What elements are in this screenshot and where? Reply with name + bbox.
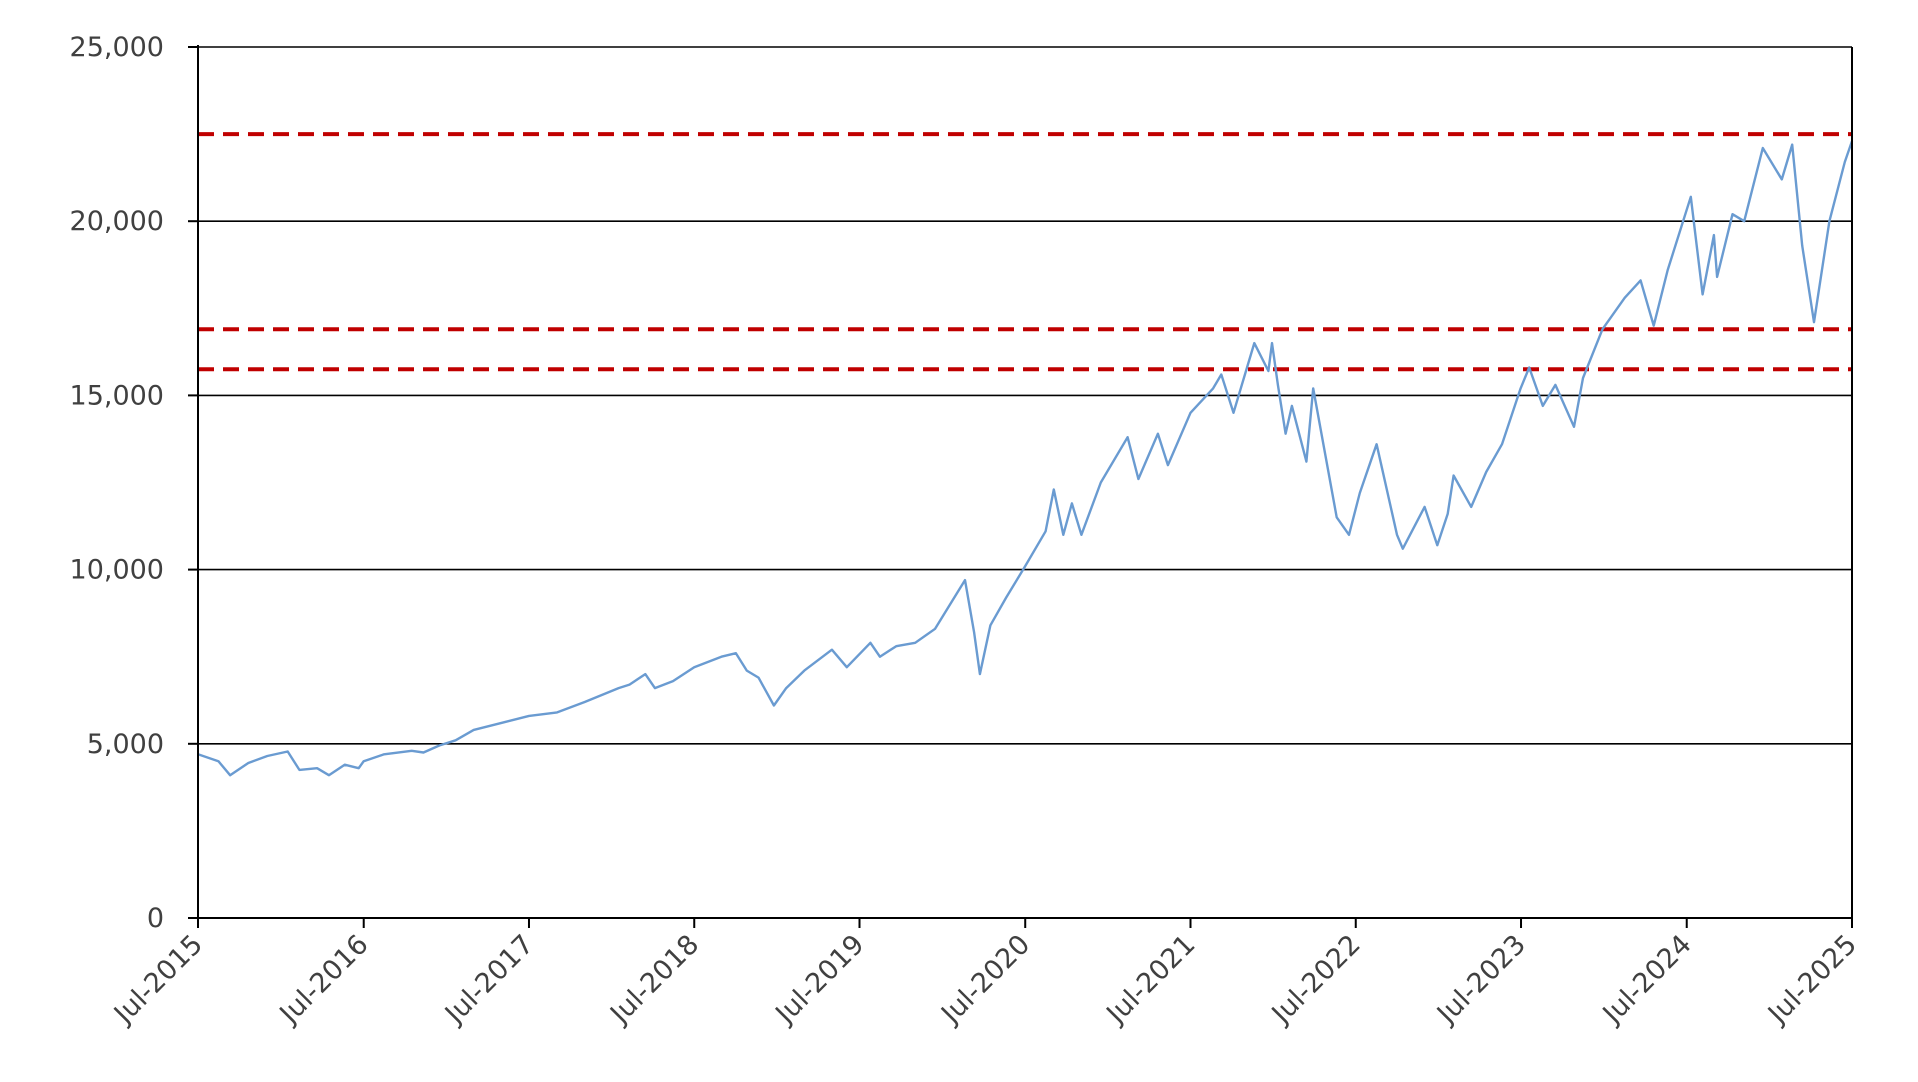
x-tick-label-10: Jul-2025 <box>1761 929 1863 1031</box>
x-tick-label-4: Jul-2019 <box>769 929 871 1031</box>
series-layer <box>197 140 1854 777</box>
reference-lines <box>198 132 1852 372</box>
x-tick-label-0: Jul-2015 <box>107 929 209 1031</box>
x-tick-label-6: Jul-2021 <box>1100 929 1202 1031</box>
tick-labels: 0 5,000 10,000 15,000 20,000 25,000 Jul-2015 Ju… <box>70 32 1863 1031</box>
x-tick-label-7: Jul-2022 <box>1265 929 1367 1031</box>
axis-layer <box>188 45 1853 928</box>
x-tick-label-5: Jul-2020 <box>934 929 1036 1031</box>
x-tick-label-9: Jul-2024 <box>1596 929 1698 1031</box>
series-line-0 <box>197 140 1854 777</box>
y-tick-label-1: 5,000 <box>87 729 164 760</box>
x-tick-label-8: Jul-2023 <box>1430 929 1532 1031</box>
y-tick-label-5: 25,000 <box>70 32 164 63</box>
x-tick-label-1: Jul-2016 <box>273 929 375 1031</box>
grid-layer <box>198 46 1852 745</box>
y-tick-label-0: 0 <box>147 903 164 934</box>
y-tick-label-2: 10,000 <box>70 555 164 586</box>
y-tick-label-4: 20,000 <box>70 206 164 237</box>
x-tick-label-2: Jul-2017 <box>438 929 540 1031</box>
x-tick-label-3: Jul-2018 <box>603 929 705 1031</box>
y-tick-label-3: 15,000 <box>70 380 164 411</box>
